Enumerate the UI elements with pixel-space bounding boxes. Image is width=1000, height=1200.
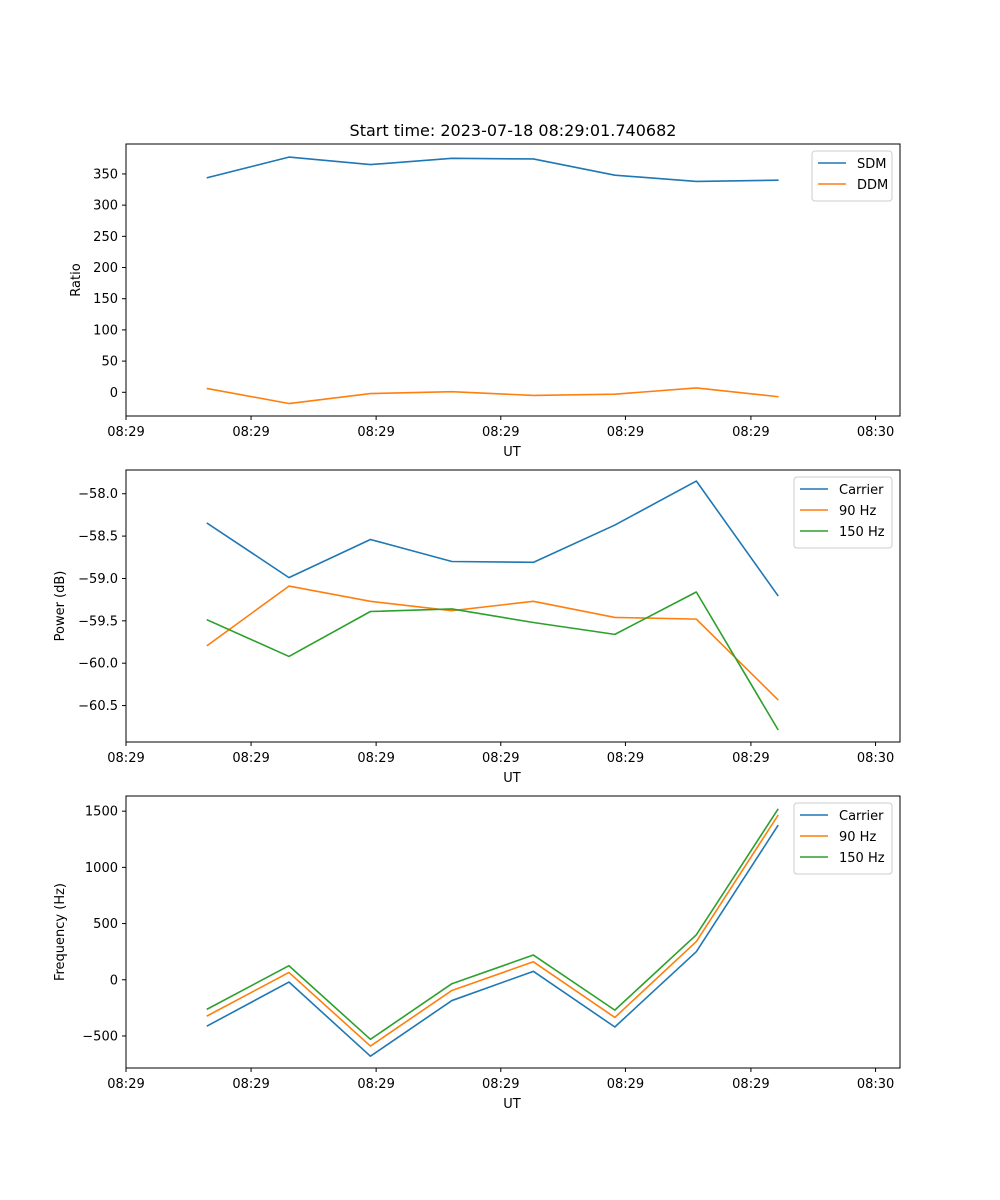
power-series-90-hz-line — [206, 585, 779, 701]
frequency-y-tick-label: 500 — [93, 917, 118, 932]
power-y-tick-label: −58.0 — [78, 487, 118, 502]
ratio-x-tick-label: 08:29 — [107, 425, 144, 440]
power-y-tick-label: −59.5 — [78, 614, 118, 629]
frequency-legend-label-carrier: Carrier — [839, 809, 884, 824]
ratio-y-tick-label: 0 — [110, 386, 118, 401]
power-legend: Carrier 90 Hz 150 Hz — [793, 476, 893, 549]
ratio-x-tick-label: 08:29 — [732, 425, 769, 440]
frequency-series-carrier-line — [206, 824, 779, 1057]
power-x-tick-label: 08:29 — [482, 751, 519, 766]
power-x-axis-label: UT — [503, 771, 521, 786]
power-panel: 08:29 08:29 08:29 08:29 08:29 08:29 08:30 −60.5… — [53, 469, 901, 786]
ratio-y-tick-label: 50 — [101, 355, 118, 370]
ratio-x-tick-label: 08:29 — [232, 425, 269, 440]
power-y-axis-label: Power (dB) — [53, 571, 68, 642]
frequency-x-tick-label: 08:29 — [607, 1077, 644, 1092]
ratio-y-tick-label: 100 — [93, 323, 118, 338]
frequency-y-tick-label: 1000 — [85, 861, 118, 876]
frequency-x-tick-label: 08:29 — [107, 1077, 144, 1092]
power-y-tick-label: −59.0 — [78, 572, 118, 587]
power-legend-label-90-hz: 90 Hz — [839, 504, 876, 519]
power-series-carrier-line — [206, 480, 779, 597]
power-y-tick-label: −60.0 — [78, 657, 118, 672]
ratio-axes-frame — [125, 143, 901, 417]
ratio-y-tick-label: 150 — [93, 292, 118, 307]
ratio-legend: SDM DDM — [811, 150, 893, 202]
ratio-y-tick-label: 350 — [93, 167, 118, 182]
power-legend-label-150-hz: 150 Hz — [839, 525, 885, 540]
frequency-x-tick-label: 08:29 — [357, 1077, 394, 1092]
power-x-tick-label: 08:29 — [607, 751, 644, 766]
ratio-series-sdm-line — [206, 156, 779, 183]
ratio-x-axis-label: UT — [503, 445, 521, 460]
power-x-tick-label: 08:29 — [232, 751, 269, 766]
ratio-x-tick-label: 08:29 — [482, 425, 519, 440]
ratio-series-ddm-line — [206, 387, 779, 405]
ratio-x-tick-label: 08:29 — [607, 425, 644, 440]
power-axes-frame — [125, 469, 901, 743]
frequency-y-tick-label: 1500 — [85, 805, 118, 820]
ratio-panel: 08:29 08:29 08:29 08:29 08:29 08:29 08:30 0 50 10… — [69, 143, 901, 460]
frequency-x-axis-label: UT — [503, 1097, 521, 1112]
ratio-y-axis-label: Ratio — [69, 263, 84, 296]
figure-title: Start time: 2023-07-18 08:29:01.740682 — [350, 121, 677, 140]
power-x-tick-label: 08:30 — [857, 751, 894, 766]
frequency-legend: Carrier 90 Hz 150 Hz — [793, 802, 893, 875]
power-x-tick-label: 08:29 — [732, 751, 769, 766]
power-y-tick-label: −58.5 — [78, 530, 118, 545]
frequency-series-150-hz-line — [206, 808, 779, 1041]
frequency-x-tick-label: 08:29 — [732, 1077, 769, 1092]
power-legend-label-carrier: Carrier — [839, 483, 884, 498]
frequency-legend-label-90-hz: 90 Hz — [839, 830, 876, 845]
ratio-x-tick-label: 08:30 — [857, 425, 894, 440]
power-x-tick-label: 08:29 — [107, 751, 144, 766]
frequency-axes-frame — [125, 795, 901, 1069]
ratio-y-tick-label: 250 — [93, 230, 118, 245]
frequency-x-tick-label: 08:30 — [857, 1077, 894, 1092]
ratio-x-tick-label: 08:29 — [357, 425, 394, 440]
ratio-y-tick-label: 300 — [93, 199, 118, 214]
frequency-x-tick-label: 08:29 — [232, 1077, 269, 1092]
power-series-150-hz-line — [206, 591, 779, 731]
frequency-y-tick-label: −500 — [82, 1029, 118, 1044]
frequency-y-axis-label: Frequency (Hz) — [53, 883, 68, 981]
frequency-y-tick-label: 0 — [110, 973, 118, 988]
ratio-legend-label-ddm: DDM — [857, 178, 888, 193]
frequency-panel: 08:29 08:29 08:29 08:29 08:29 08:29 08:30 −500 0… — [53, 795, 901, 1112]
ratio-legend-label-sdm: SDM — [857, 157, 886, 172]
ratio-y-tick-label: 200 — [93, 261, 118, 276]
frequency-legend-label-150-hz: 150 Hz — [839, 851, 885, 866]
power-x-tick-label: 08:29 — [357, 751, 394, 766]
power-y-tick-label: −60.5 — [78, 699, 118, 714]
frequency-series-90-hz-line — [206, 814, 779, 1047]
frequency-x-tick-label: 08:29 — [482, 1077, 519, 1092]
